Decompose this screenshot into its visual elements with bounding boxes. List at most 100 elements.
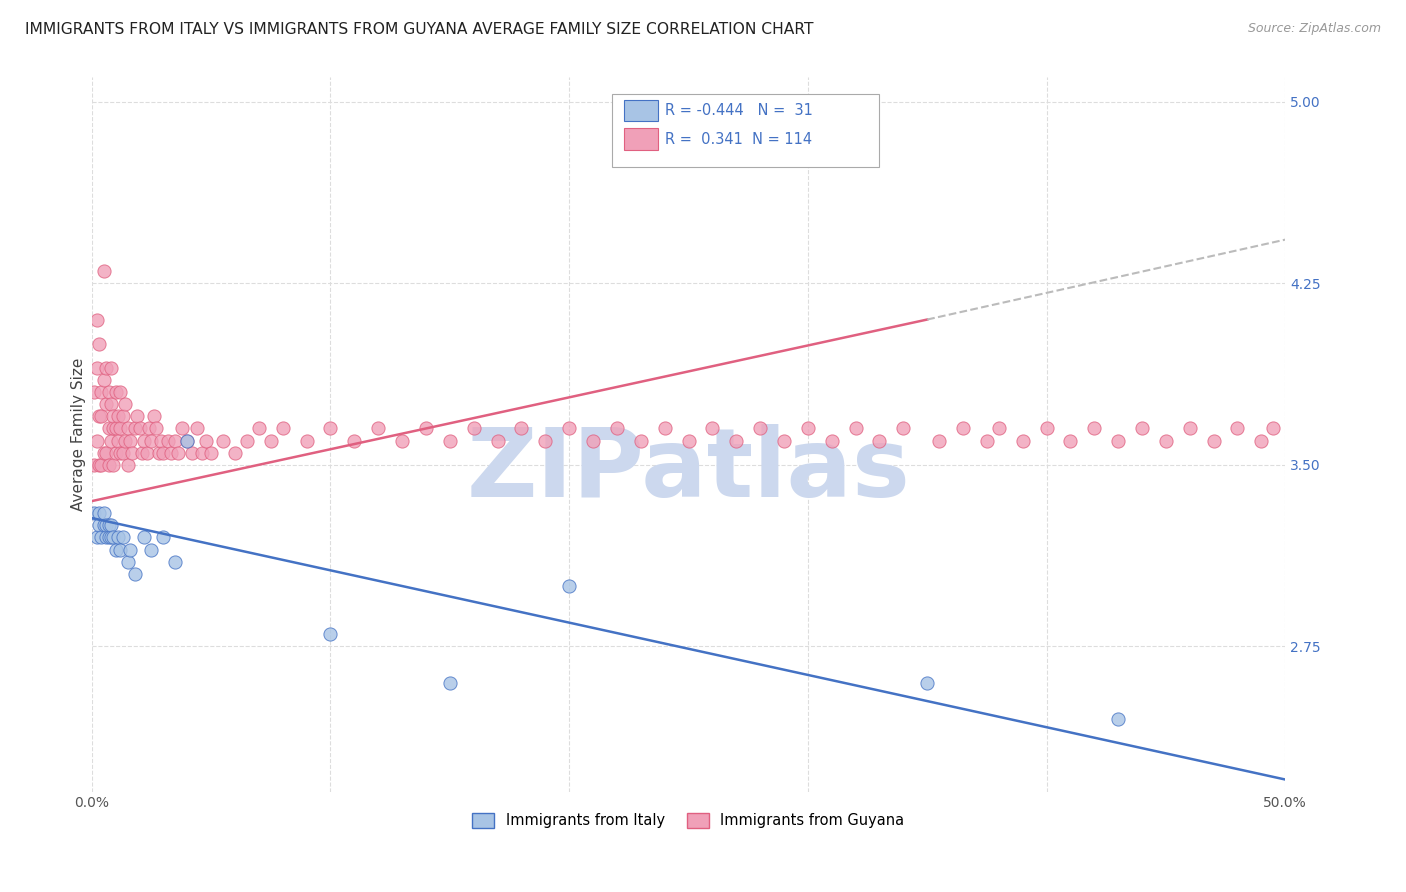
Point: [463, 421, 485, 435]
Point: [134, 530, 156, 544]
Point: [86, 434, 108, 448]
Text: ZIPatlas: ZIPatlas: [467, 424, 911, 516]
Text: Source: ZipAtlas.com: Source: ZipAtlas.com: [1247, 22, 1381, 36]
Point: [93, 264, 115, 278]
Point: [1263, 421, 1285, 435]
Point: [654, 421, 676, 435]
Point: [135, 445, 157, 459]
Point: [190, 445, 212, 459]
Point: [83, 385, 105, 400]
Point: [915, 675, 938, 690]
Point: [93, 373, 115, 387]
Point: [127, 409, 149, 424]
Point: [107, 434, 129, 448]
Point: [1059, 434, 1081, 448]
Point: [845, 421, 868, 435]
Point: [148, 445, 170, 459]
Point: [165, 434, 187, 448]
Point: [117, 421, 139, 435]
Point: [558, 421, 581, 435]
Point: [236, 434, 259, 448]
Point: [110, 542, 132, 557]
Point: [150, 434, 173, 448]
Point: [100, 518, 122, 533]
Point: [131, 445, 153, 459]
Point: [87, 458, 110, 472]
Point: [1107, 434, 1129, 448]
Point: [103, 458, 125, 472]
Point: [103, 530, 125, 544]
Point: [195, 434, 218, 448]
Point: [534, 434, 557, 448]
Point: [212, 434, 235, 448]
Point: [1226, 421, 1249, 435]
Point: [141, 542, 163, 557]
Point: [114, 434, 136, 448]
Point: [118, 542, 141, 557]
Point: [367, 421, 389, 435]
Point: [439, 675, 461, 690]
Point: [94, 361, 117, 376]
Point: [111, 445, 134, 459]
Point: [124, 566, 146, 581]
Point: [86, 361, 108, 376]
Point: [558, 579, 581, 593]
Point: [111, 409, 134, 424]
Point: [152, 530, 174, 544]
Point: [93, 445, 115, 459]
Text: R =  0.341  N = 114: R = 0.341 N = 114: [665, 132, 813, 146]
Point: [439, 434, 461, 448]
Point: [891, 421, 914, 435]
Point: [83, 506, 105, 520]
Point: [100, 397, 122, 411]
Point: [128, 421, 150, 435]
Legend: Immigrants from Italy, Immigrants from Guyana: Immigrants from Italy, Immigrants from G…: [467, 807, 911, 834]
Point: [104, 385, 127, 400]
Point: [172, 421, 194, 435]
Point: [797, 421, 820, 435]
Text: R = -0.444   N =  31: R = -0.444 N = 31: [665, 103, 813, 118]
Point: [90, 385, 112, 400]
Point: [97, 530, 120, 544]
Point: [117, 458, 139, 472]
Point: [104, 421, 127, 435]
Point: [100, 361, 122, 376]
Y-axis label: Average Family Size: Average Family Size: [72, 358, 86, 511]
Point: [134, 434, 156, 448]
Point: [319, 627, 342, 641]
Point: [114, 397, 136, 411]
Point: [702, 421, 724, 435]
Point: [100, 530, 122, 544]
Point: [138, 421, 160, 435]
Point: [141, 434, 163, 448]
Point: [928, 434, 950, 448]
Point: [510, 421, 533, 435]
Point: [100, 434, 122, 448]
Point: [159, 445, 181, 459]
Point: [821, 434, 844, 448]
Point: [678, 434, 700, 448]
Point: [630, 434, 652, 448]
Point: [165, 555, 187, 569]
Point: [94, 397, 117, 411]
Point: [295, 434, 318, 448]
Point: [868, 434, 890, 448]
Point: [200, 445, 222, 459]
Point: [486, 434, 509, 448]
Point: [111, 530, 134, 544]
Point: [1154, 434, 1177, 448]
Point: [343, 434, 366, 448]
Text: IMMIGRANTS FROM ITALY VS IMMIGRANTS FROM GUYANA AVERAGE FAMILY SIZE CORRELATION : IMMIGRANTS FROM ITALY VS IMMIGRANTS FROM…: [25, 22, 814, 37]
Point: [1130, 421, 1153, 435]
Point: [152, 445, 174, 459]
Point: [1035, 421, 1057, 435]
Point: [1083, 421, 1105, 435]
Point: [142, 409, 165, 424]
Point: [1250, 434, 1272, 448]
Point: [124, 421, 146, 435]
Point: [224, 445, 246, 459]
Point: [97, 385, 120, 400]
Point: [247, 421, 270, 435]
Point: [176, 434, 198, 448]
Point: [107, 409, 129, 424]
